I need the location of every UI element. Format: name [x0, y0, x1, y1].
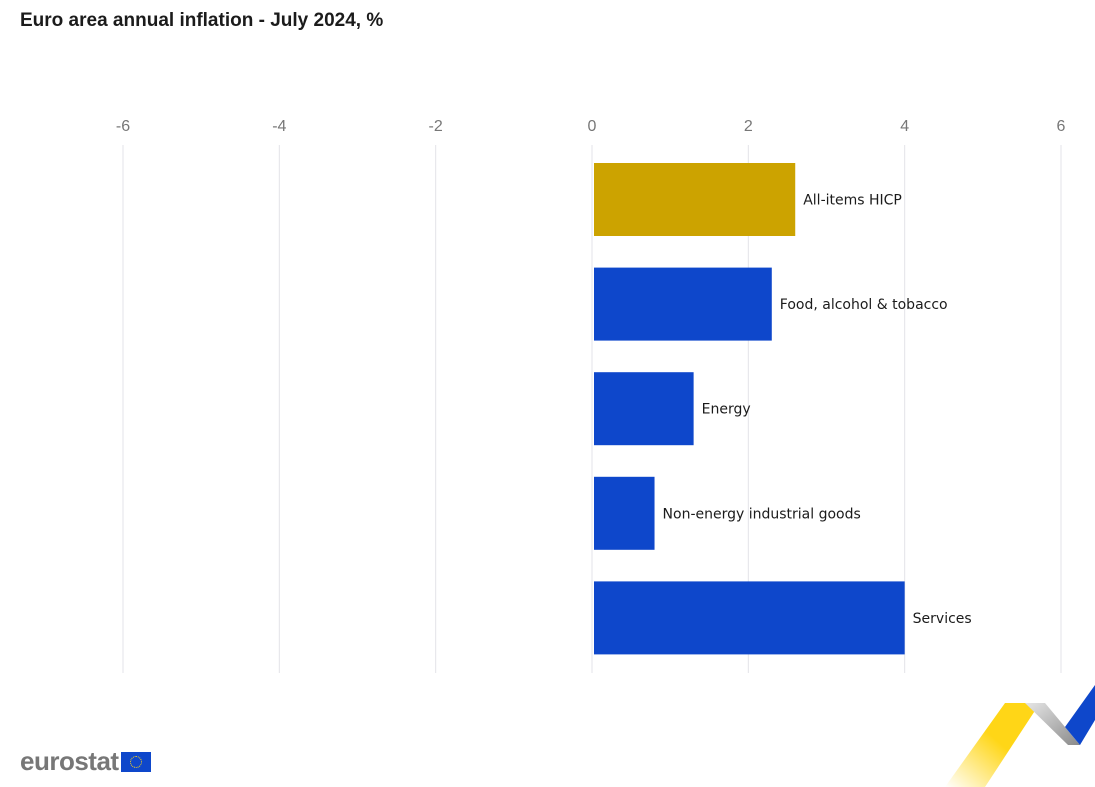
bar[interactable]: [594, 163, 796, 236]
bar[interactable]: [594, 372, 694, 446]
bar[interactable]: [594, 476, 655, 550]
logo-text: eurostat: [20, 746, 119, 776]
x-tick-label: -2: [429, 118, 443, 135]
bar-label: Non-energy industrial goods: [663, 506, 861, 522]
bar-label: Energy: [702, 402, 751, 418]
x-tick-label: 6: [1057, 118, 1066, 135]
bar-label: Food, alcohol & tobacco: [780, 297, 948, 313]
x-tick-label: 4: [900, 118, 909, 135]
x-tick-label: -4: [272, 118, 286, 135]
x-tick-label: 2: [744, 118, 753, 135]
chart-title: Euro area annual inflation - July 2024, …: [20, 10, 384, 31]
bar[interactable]: [594, 581, 905, 655]
x-tick-label: 0: [588, 118, 597, 135]
bar-label: All-items HICP: [803, 193, 902, 209]
bar-label: Services: [913, 611, 972, 627]
x-tick-label: -6: [116, 118, 130, 135]
eurostat-logo: eurostat: [20, 746, 151, 777]
eu-flag-icon: [120, 751, 151, 772]
bar[interactable]: [594, 267, 772, 341]
